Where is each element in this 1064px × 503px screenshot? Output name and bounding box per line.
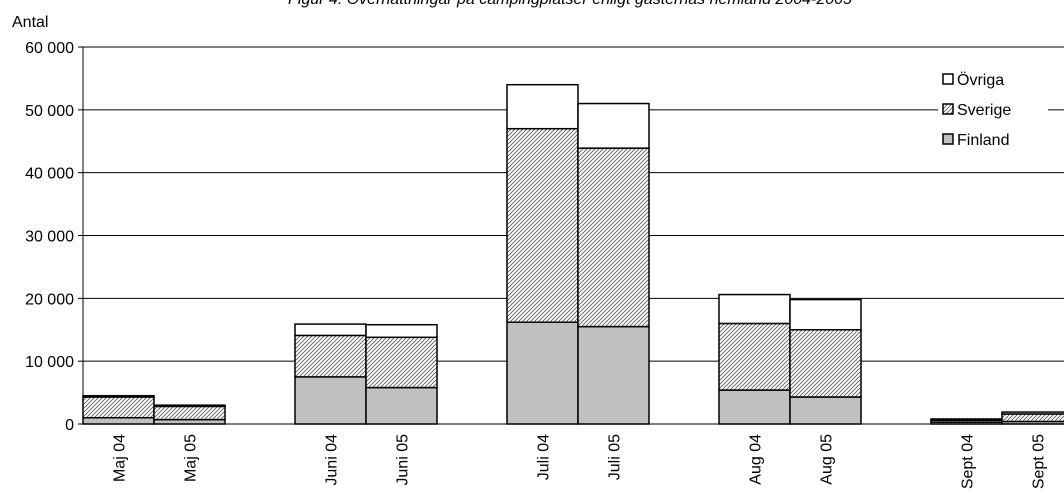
bar-segment-sverige <box>789 329 862 398</box>
x-tick-label: Juli 05 <box>607 434 624 480</box>
legend-box <box>938 70 1048 158</box>
y-tick-labels: 0 10 000 20 000 30 000 40 000 50 000 60 000 <box>25 40 74 434</box>
y-tick-label: 10 000 <box>25 354 74 371</box>
bar-segment-finland <box>789 396 862 425</box>
bar-segment-sverige <box>153 405 226 421</box>
y-tick-label: 60 000 <box>25 40 74 57</box>
legend-swatch <box>942 103 954 115</box>
y-tick-label: 20 000 <box>25 291 74 308</box>
x-tick-label: Juni 05 <box>395 434 412 486</box>
bar-segment--vriga <box>506 83 579 130</box>
bar-segment--vriga <box>365 323 438 339</box>
y-tick-label: 50 000 <box>25 103 74 120</box>
bar-segment--vriga <box>153 404 226 408</box>
chart-title: Figur 4. Övernattningar på campingplatse… <box>288 0 852 8</box>
bar-segment-finland <box>82 416 155 425</box>
bar-segment-finland <box>294 376 367 425</box>
bar-segment-finland <box>577 325 650 425</box>
bar-segment-finland <box>365 386 438 425</box>
y-axis-label: Antal <box>12 14 48 31</box>
bar-segment-sverige <box>294 334 367 378</box>
x-tick-label: Maj 04 <box>112 434 129 482</box>
legend-swatch <box>942 133 954 145</box>
y-tick-label: 30 000 <box>25 229 74 246</box>
bar-segment--vriga <box>1001 411 1064 415</box>
bar-segment-sverige <box>718 322 791 391</box>
legend-swatch <box>942 73 954 85</box>
legend-label: Övriga <box>957 71 1004 89</box>
x-tick-label: Sept 04 <box>960 434 977 489</box>
x-tick-label: Sept 05 <box>1031 434 1048 489</box>
x-tick-labels: Maj 04 Maj 05 Juni 04 Juni 05 Juli 04 Juli 05… <box>112 434 1048 489</box>
bar-segment--vriga <box>930 418 1003 421</box>
bar-segment-finland <box>718 389 791 425</box>
x-tick-label: Aug 04 <box>748 434 765 485</box>
bar-segment-sverige <box>365 336 438 389</box>
bar-segment--vriga <box>789 298 862 331</box>
bar-segment-sverige <box>82 396 155 419</box>
bar-segment--vriga <box>577 102 650 149</box>
x-tick-label: Juli 04 <box>536 434 553 480</box>
bar-segment-sverige <box>1001 413 1064 423</box>
y-tick-label: 40 000 <box>25 166 74 183</box>
legend-label: Sverige <box>957 102 1011 119</box>
bar-segment-finland <box>506 321 579 425</box>
bar-segment--vriga <box>294 323 367 337</box>
axes <box>82 47 1064 425</box>
y-tick-label: 0 <box>65 417 74 434</box>
bar-segment-sverige <box>506 127 579 323</box>
bars <box>82 83 1064 425</box>
x-tick-label: Maj 05 <box>183 434 200 482</box>
bar-segment--vriga <box>82 394 155 398</box>
legend-label: Finland <box>957 132 1009 149</box>
bar-segment--vriga <box>718 293 791 325</box>
x-tick-label: Juni 04 <box>324 434 341 486</box>
legend: Övriga Sverige Finland <box>938 70 1048 158</box>
bar-segment-sverige <box>577 147 650 328</box>
x-tick-label: Aug 05 <box>819 434 836 485</box>
